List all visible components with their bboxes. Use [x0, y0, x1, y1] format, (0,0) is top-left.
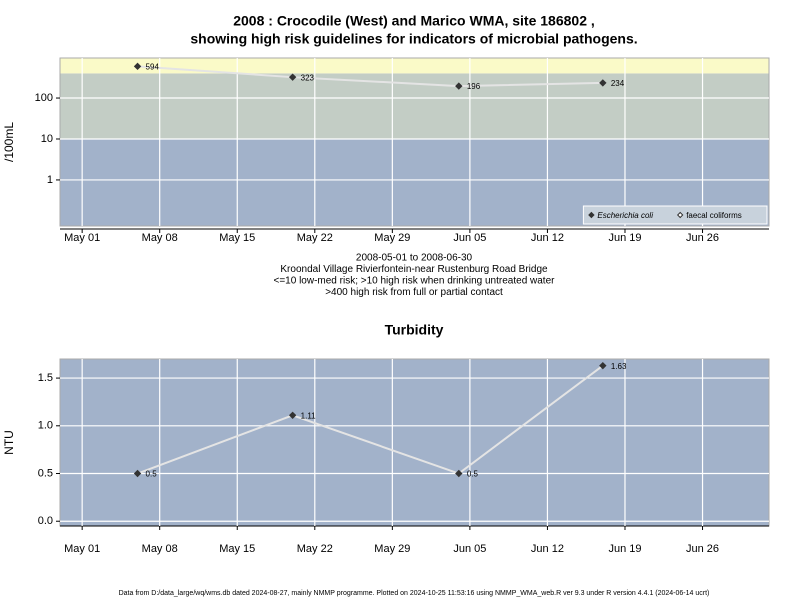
data-point: [288, 73, 297, 81]
x-tick-label: Jun 05: [453, 543, 486, 555]
x-tick-label: May 08: [142, 232, 178, 244]
x-tick-label: Jun 12: [531, 543, 564, 555]
y-tick-label: 100: [35, 92, 53, 104]
legend-marker: [676, 211, 684, 219]
series-line: [137, 364, 604, 475]
y-tick-label: 10: [41, 133, 53, 145]
x-tick-label: Jun 12: [531, 232, 564, 244]
x-tick-label: May 22: [297, 232, 333, 244]
chart-title: Turbidity: [385, 322, 444, 338]
data-point: [288, 411, 297, 420]
chart-title: showing high risk guidelines for indicat…: [190, 31, 637, 47]
data-label: 1.11: [301, 411, 317, 420]
footer: Data from D:/data_large/wq/wms.db dated …: [119, 590, 710, 597]
data-point: [455, 82, 463, 90]
x-tick-label: May 15: [219, 232, 255, 244]
y-tick-label: 1.0: [38, 420, 53, 432]
data-label: 1.63: [611, 362, 627, 371]
x-tick-label: May 15: [219, 543, 255, 555]
data-point: [599, 361, 607, 370]
y-axis-label: NTU: [2, 430, 16, 455]
x-tick-label: May 22: [297, 543, 333, 555]
y-tick-label: 1.5: [38, 372, 53, 384]
data-label: 0.5: [146, 470, 158, 479]
data-label: 196: [467, 82, 481, 91]
x-tick-label: May 29: [374, 232, 410, 244]
data-label: 323: [301, 73, 315, 82]
y-tick-label: 0.0: [38, 515, 53, 527]
data-label: 594: [146, 62, 160, 71]
x-tick-label: Jun 26: [686, 232, 719, 244]
legend-label: faecal coliforms: [686, 211, 742, 220]
legend-box: [582, 205, 768, 225]
x-tick-label: Jun 19: [608, 543, 641, 555]
x-tick-label: Jun 05: [453, 232, 486, 244]
data-point: [455, 469, 463, 478]
x-tick-label: Jun 19: [608, 232, 641, 244]
legend-label: Escherichia coli: [597, 211, 653, 220]
data-point: [133, 62, 142, 71]
x-tick-label: May 08: [142, 543, 178, 555]
risk-band: [60, 359, 769, 526]
x-tick-label: May 29: [374, 543, 410, 555]
x-axis-note: 2008-05-01 to 2008-06-30: [356, 253, 473, 264]
data-label: 0.5: [467, 470, 479, 479]
y-tick-label: 1: [47, 174, 53, 186]
y-tick-label: 0.5: [38, 467, 53, 479]
data-point: [599, 79, 607, 87]
x-axis-note: Kroondal Village Rivierfontein-near Rust…: [280, 264, 548, 275]
plot-frame: [59, 57, 770, 227]
x-tick-label: Jun 26: [686, 543, 719, 555]
legend-marker: [588, 211, 595, 219]
chart-title: 2008 : Crocodile (West) and Marico WMA, …: [233, 13, 595, 29]
x-axis-note: >400 high risk from full or partial cont…: [325, 287, 503, 298]
x-tick-label: May 01: [64, 232, 100, 244]
series-line: [137, 65, 603, 88]
data-label: 234: [611, 79, 625, 88]
data-point: [133, 469, 142, 478]
x-axis-note: <=10 low-med risk; >10 high risk when dr…: [274, 276, 556, 287]
risk-band: [60, 58, 769, 74]
x-tick-label: May 01: [64, 543, 100, 555]
y-axis-label: /100mL: [2, 122, 16, 162]
